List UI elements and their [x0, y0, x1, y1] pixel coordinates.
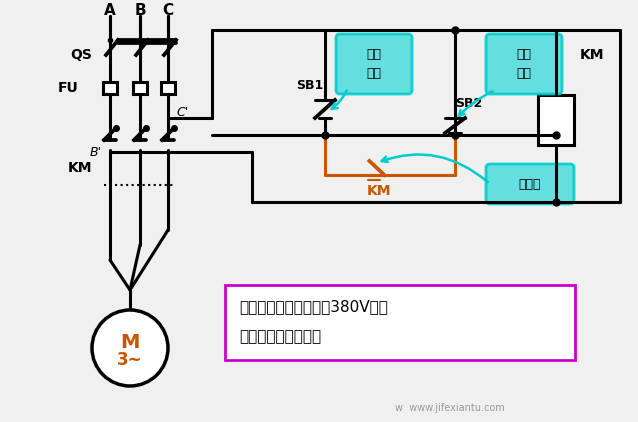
- Text: 3~: 3~: [117, 351, 143, 369]
- FancyBboxPatch shape: [336, 34, 412, 94]
- Text: SB1: SB1: [296, 78, 323, 92]
- Text: C: C: [163, 3, 174, 17]
- Text: B: B: [134, 3, 146, 17]
- Text: 采用此种接线方式。: 采用此种接线方式。: [239, 330, 321, 344]
- Text: C': C': [176, 106, 188, 119]
- Text: KM: KM: [367, 184, 392, 198]
- Text: B': B': [90, 146, 102, 159]
- Text: KM: KM: [580, 48, 604, 62]
- Text: M: M: [121, 333, 140, 352]
- Text: FU: FU: [58, 81, 78, 95]
- Text: QS: QS: [70, 48, 92, 62]
- Text: SB2: SB2: [455, 97, 482, 109]
- Bar: [538, 95, 574, 145]
- Text: KM: KM: [68, 161, 93, 175]
- Circle shape: [92, 310, 168, 386]
- FancyBboxPatch shape: [486, 164, 574, 204]
- Text: 停车
按钮: 停车 按钮: [366, 48, 382, 80]
- Bar: [133, 82, 147, 94]
- Text: 起动
按钮: 起动 按钮: [517, 48, 531, 80]
- Bar: [103, 82, 117, 94]
- FancyBboxPatch shape: [486, 34, 562, 94]
- Bar: [225, 285, 575, 360]
- Text: w  www.jifexiantu.com: w www.jifexiantu.com: [395, 403, 505, 413]
- Text: 自保持: 自保持: [519, 178, 541, 190]
- Bar: [161, 82, 175, 94]
- Text: 注意：接触器线圈电压380V时，: 注意：接触器线圈电压380V时，: [239, 300, 388, 314]
- Text: A: A: [104, 3, 116, 17]
